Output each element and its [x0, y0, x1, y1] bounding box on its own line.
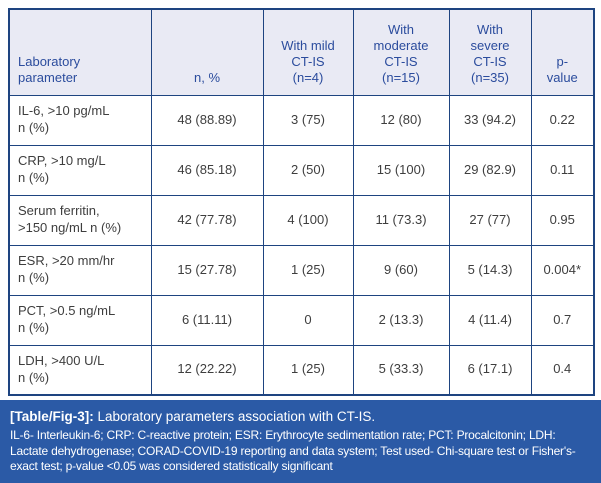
header-row: Laboratory parameter n, % With mild CT-I… — [8, 8, 595, 96]
lab-parameters-table: Laboratory parameter n, % With mild CT-I… — [8, 8, 595, 396]
header-moderate-ct-is: With moderate CT-IS (n=15) — [352, 8, 450, 96]
cell-n-percent: 15 (27.78) — [150, 244, 264, 296]
cell-p-value: 0.22 — [530, 94, 595, 146]
figure-caption: [Table/Fig-3]: Laboratory parameters ass… — [0, 400, 601, 483]
cell-moderate: 9 (60) — [352, 244, 450, 296]
table-row: PCT, >0.5 ng/mL n (%) 6 (11.11) 0 2 (13.… — [8, 294, 595, 346]
cell-mild: 1 (25) — [262, 344, 354, 396]
cell-n-percent: 48 (88.89) — [150, 94, 264, 146]
caption-notes: IL-6- Interleukin-6; CRP: C-reactive pro… — [10, 428, 576, 473]
table-row: LDH, >400 U/L n (%) 12 (22.22) 1 (25) 5 … — [8, 344, 595, 396]
table-row: ESR, >20 mm/hr n (%) 15 (27.78) 1 (25) 9… — [8, 244, 595, 296]
header-mild-ct-is: With mild CT-IS (n=4) — [262, 8, 354, 96]
caption-tag: [Table/Fig-3]: — [10, 409, 94, 424]
cell-n-percent: 6 (11.11) — [150, 294, 264, 346]
cell-moderate: 5 (33.3) — [352, 344, 450, 396]
cell-moderate: 11 (73.3) — [352, 194, 450, 246]
cell-mild: 3 (75) — [262, 94, 354, 146]
cell-parameter: ESR, >20 mm/hr n (%) — [8, 244, 152, 296]
cell-moderate: 2 (13.3) — [352, 294, 450, 346]
cell-severe: 29 (82.9) — [448, 144, 532, 196]
cell-mild: 4 (100) — [262, 194, 354, 246]
cell-severe: 6 (17.1) — [448, 344, 532, 396]
cell-parameter: LDH, >400 U/L n (%) — [8, 344, 152, 396]
cell-severe: 4 (11.4) — [448, 294, 532, 346]
cell-parameter: IL-6, >10 pg/mL n (%) — [8, 94, 152, 146]
cell-p-value: 0.004* — [530, 244, 595, 296]
table-container: Laboratory parameter n, % With mild CT-I… — [8, 8, 595, 396]
caption-title: [Table/Fig-3]: Laboratory parameters ass… — [10, 408, 591, 426]
table-row: CRP, >10 mg/L n (%) 46 (85.18) 2 (50) 15… — [8, 144, 595, 196]
cell-n-percent: 42 (77.78) — [150, 194, 264, 246]
cell-severe: 33 (94.2) — [448, 94, 532, 146]
table-row: Serum ferritin, >150 ng/mL n (%) 42 (77.… — [8, 194, 595, 246]
cell-mild: 0 — [262, 294, 354, 346]
cell-severe: 5 (14.3) — [448, 244, 532, 296]
cell-severe: 27 (77) — [448, 194, 532, 246]
cell-n-percent: 46 (85.18) — [150, 144, 264, 196]
header-severe-ct-is: With severe CT-IS (n=35) — [448, 8, 532, 96]
table-row: IL-6, >10 pg/mL n (%) 48 (88.89) 3 (75) … — [8, 94, 595, 146]
cell-mild: 1 (25) — [262, 244, 354, 296]
header-p-value: p- value — [530, 8, 595, 96]
header-laboratory-parameter: Laboratory parameter — [8, 8, 152, 96]
header-n-percent: n, % — [150, 8, 264, 96]
cell-mild: 2 (50) — [262, 144, 354, 196]
cell-moderate: 15 (100) — [352, 144, 450, 196]
cell-moderate: 12 (80) — [352, 94, 450, 146]
cell-p-value: 0.7 — [530, 294, 595, 346]
cell-parameter: Serum ferritin, >150 ng/mL n (%) — [8, 194, 152, 246]
cell-n-percent: 12 (22.22) — [150, 344, 264, 396]
cell-parameter: PCT, >0.5 ng/mL n (%) — [8, 294, 152, 346]
cell-p-value: 0.11 — [530, 144, 595, 196]
caption-title-text: Laboratory parameters association with C… — [93, 409, 376, 424]
cell-parameter: CRP, >10 mg/L n (%) — [8, 144, 152, 196]
cell-p-value: 0.95 — [530, 194, 595, 246]
cell-p-value: 0.4 — [530, 344, 595, 396]
